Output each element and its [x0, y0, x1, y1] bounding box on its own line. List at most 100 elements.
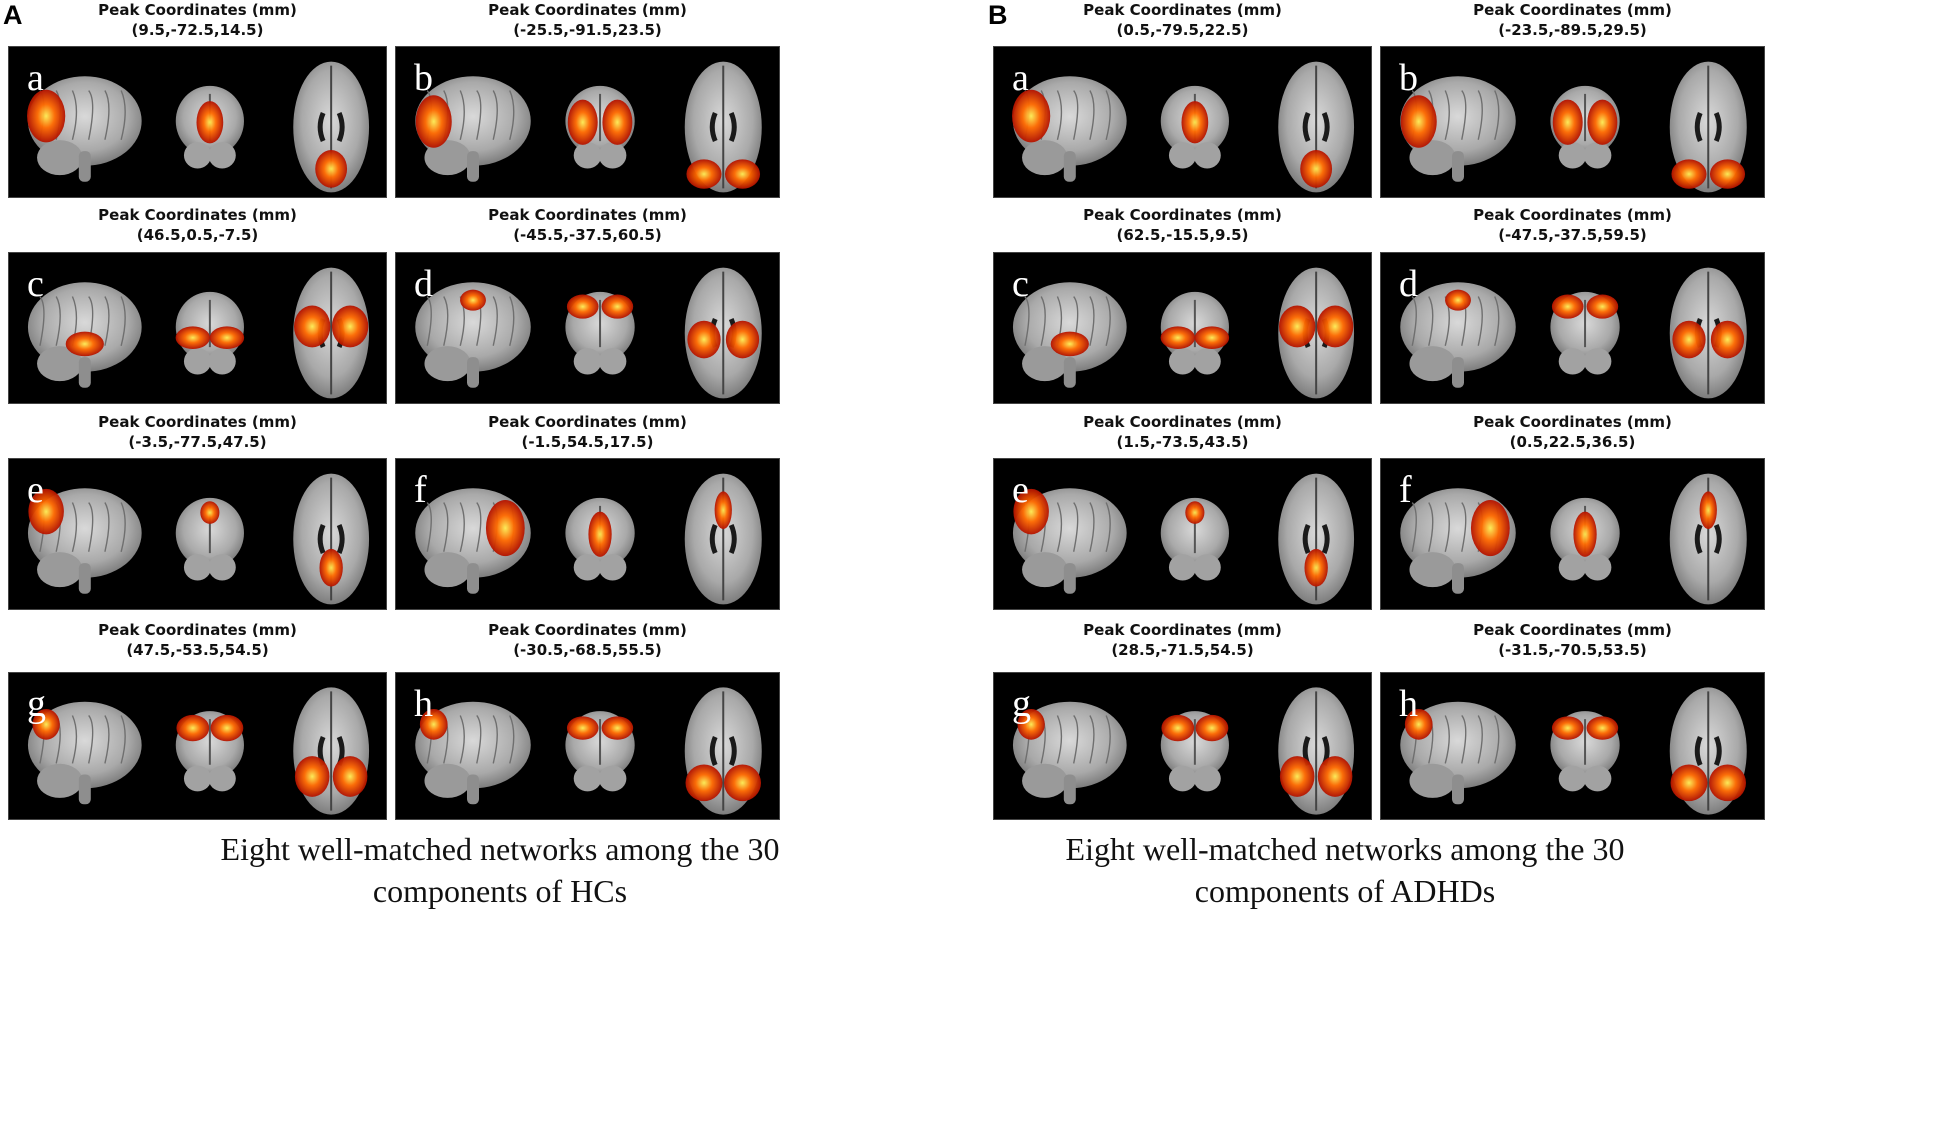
activation-blob: [415, 95, 452, 148]
panel-letter: h: [414, 683, 433, 725]
axial-slice: [1669, 473, 1747, 605]
peak-coordinates-title: Peak Coordinates (mm) (46.5,0.5,-7.5): [8, 205, 387, 245]
activation-blob: [1587, 99, 1618, 145]
brain-slices: [1400, 267, 1747, 399]
activation-blob: [1552, 99, 1583, 145]
coronal-slice: [175, 497, 244, 581]
activation-blob: [1279, 756, 1315, 797]
activation-blob: [1445, 289, 1471, 311]
brain-slices: [27, 473, 370, 605]
activation-blob: [1586, 716, 1619, 740]
axial-slice: [293, 687, 370, 815]
activation-blob: [196, 101, 224, 144]
activation-blob: [1013, 488, 1049, 535]
activation-blob: [176, 714, 210, 742]
activation-blob: [714, 491, 732, 530]
activation-blob: [687, 320, 721, 359]
panel-letter: g: [1012, 683, 1031, 725]
brain-slices: [1012, 473, 1355, 605]
sagittal-slice: [1400, 282, 1516, 388]
figure-caption: Eight well-matched networks among the 30…: [200, 828, 800, 912]
activation-blob: [1699, 491, 1717, 530]
brain-map-image: f: [1380, 458, 1765, 610]
activation-blob: [27, 89, 66, 143]
brain-map-image: g: [993, 672, 1372, 820]
panel-letter: f: [414, 469, 427, 511]
network-panel-b: Peak Coordinates (mm) (-25.5,-91.5,23.5) b: [395, 0, 780, 198]
caption-line: components of HCs: [372, 873, 628, 909]
activation-blob: [567, 99, 598, 145]
brain-map-image: d: [395, 252, 780, 404]
peak-coordinates-value: (9.5,-72.5,14.5): [131, 21, 264, 39]
peak-coordinates-title: Peak Coordinates (mm) (-1.5,54.5,17.5): [395, 412, 780, 452]
activation-blob: [331, 305, 369, 348]
brain-map-image: b: [395, 46, 780, 198]
brain-map-image: c: [8, 252, 387, 404]
activation-blob: [686, 159, 722, 189]
network-panel-e: Peak Coordinates (mm) (1.5,-73.5,43.5) e: [993, 412, 1372, 610]
network-panel-g: Peak Coordinates (mm) (47.5,-53.5,54.5) g: [8, 620, 387, 820]
peak-coordinates-label: Peak Coordinates (mm): [488, 413, 687, 431]
brain-slices: [415, 473, 762, 605]
activation-blob: [485, 500, 525, 557]
network-panel-h: Peak Coordinates (mm) (-31.5,-70.5,53.5) h: [1380, 620, 1765, 820]
network-panel-f: Peak Coordinates (mm) (0.5,22.5,36.5) f: [1380, 412, 1765, 610]
peak-coordinates-label: Peak Coordinates (mm): [1083, 1, 1282, 19]
peak-coordinates-value: (62.5,-15.5,9.5): [1116, 226, 1249, 244]
panel-letter: e: [27, 469, 44, 511]
activation-blob: [175, 326, 211, 350]
panel-letter: a: [1012, 57, 1029, 99]
brain-map-image: f: [395, 458, 780, 610]
section-adhds: B Peak Coordinates (mm) (0.5,-79.5,22.5) a…: [985, 0, 1950, 1122]
caption-line: Eight well-matched networks among the 30: [220, 831, 780, 867]
peak-coordinates-label: Peak Coordinates (mm): [1473, 1, 1672, 19]
peak-coordinates-title: Peak Coordinates (mm) (-45.5,-37.5,60.5): [395, 205, 780, 245]
activation-blob: [1551, 716, 1584, 740]
network-panel-c: Peak Coordinates (mm) (62.5,-15.5,9.5) c: [993, 205, 1372, 404]
peak-coordinates-value: (-3.5,-77.5,47.5): [128, 433, 267, 451]
activation-blob: [1573, 511, 1597, 557]
activation-blob: [1470, 500, 1510, 557]
activation-blob: [294, 756, 330, 797]
network-panel-g: Peak Coordinates (mm) (28.5,-71.5,54.5) g: [993, 620, 1372, 820]
activation-blob: [1586, 294, 1619, 319]
peak-coordinates-value: (28.5,-71.5,54.5): [1111, 641, 1254, 659]
activation-blob: [1195, 714, 1229, 742]
sagittal-slice: [27, 282, 142, 388]
network-panel-a: Peak Coordinates (mm) (0.5,-79.5,22.5) a: [993, 0, 1372, 198]
activation-blob: [724, 764, 761, 802]
peak-coordinates-title: Peak Coordinates (mm) (-31.5,-70.5,53.5): [1380, 620, 1765, 660]
peak-coordinates-label: Peak Coordinates (mm): [98, 621, 297, 639]
activation-blob: [602, 99, 633, 145]
peak-coordinates-label: Peak Coordinates (mm): [488, 1, 687, 19]
network-panel-f: Peak Coordinates (mm) (-1.5,54.5,17.5) f: [395, 412, 780, 610]
peak-coordinates-label: Peak Coordinates (mm): [98, 206, 297, 224]
activation-blob: [1710, 320, 1745, 359]
activation-blob: [685, 764, 723, 802]
activation-blob: [1185, 501, 1205, 524]
peak-coordinates-label: Peak Coordinates (mm): [98, 413, 297, 431]
brain-slices: [415, 267, 762, 399]
sagittal-slice: [415, 282, 531, 388]
peak-coordinates-label: Peak Coordinates (mm): [98, 1, 297, 19]
activation-blob: [28, 488, 64, 535]
figure-caption: Eight well-matched networks among the 30…: [865, 828, 1825, 912]
activation-blob: [566, 294, 599, 319]
peak-coordinates-value: (-23.5,-89.5,29.5): [1498, 21, 1647, 39]
activation-blob: [1404, 709, 1433, 740]
activation-blob: [1300, 150, 1333, 188]
peak-coordinates-value: (0.5,22.5,36.5): [1509, 433, 1636, 451]
activation-blob: [1194, 326, 1230, 350]
section-label: B: [988, 0, 1008, 30]
activation-blob: [65, 331, 104, 357]
network-panel-h: Peak Coordinates (mm) (-30.5,-68.5,55.5) h: [395, 620, 780, 820]
panel-letter: d: [1399, 263, 1418, 305]
activation-blob: [1671, 159, 1707, 189]
panel-letter: b: [414, 57, 433, 99]
peak-coordinates-label: Peak Coordinates (mm): [488, 206, 687, 224]
activation-blob: [1160, 326, 1196, 350]
sagittal-slice: [1400, 76, 1516, 182]
peak-coordinates-value: (-25.5,-91.5,23.5): [513, 21, 662, 39]
brain-slices: [1012, 687, 1355, 815]
activation-blob: [1316, 305, 1354, 348]
